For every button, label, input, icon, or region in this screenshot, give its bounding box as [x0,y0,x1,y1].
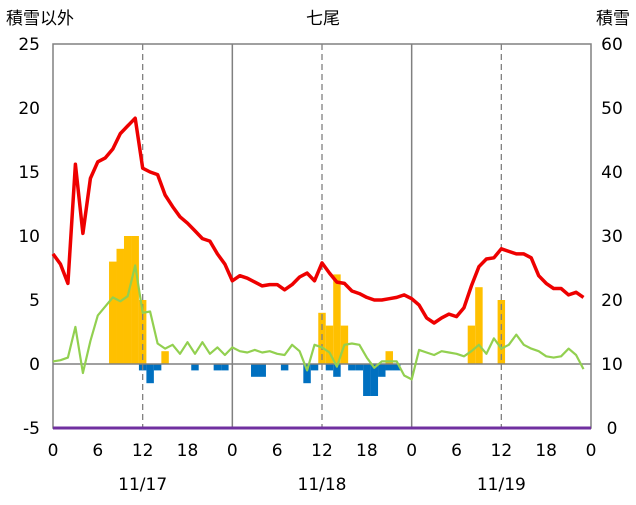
negative-bar [378,364,386,377]
right-tick-label: 0 [607,419,618,439]
negative-bar [333,364,341,377]
right-tick-label: 60 [601,35,623,55]
negative-bar [153,364,162,371]
x-tick-label: 6 [92,441,103,461]
lines-layer [51,116,591,430]
left-tick-label: -5 [23,419,40,439]
negative-bar [325,364,334,371]
green-series-line [52,264,585,381]
x-tick-label: 12 [132,441,154,461]
left-tick-label: 20 [18,99,40,119]
negative-bar [258,364,266,377]
precip-bar [116,248,124,364]
negative-bar [355,364,364,371]
right-tick-label: 10 [601,355,623,375]
negative-bar [146,364,154,384]
precip-bar [497,300,506,364]
precip-bar [475,287,483,364]
negative-bar [251,364,259,377]
left-tick-label: 0 [29,355,40,375]
labels-layer: 七尾 積雪以外 積雪 [6,9,630,29]
negative-bar [221,364,229,371]
right-tick-label: 40 [601,163,623,183]
precip-bar [109,261,117,364]
precip-bar [333,274,341,364]
left-tick-label: 5 [29,291,40,311]
precip-bar [138,300,147,364]
negative-bar [280,364,289,371]
x-tick-label: 18 [535,441,557,461]
negative-bar [310,364,319,371]
x-tick-label: 0 [406,441,417,461]
x-tick-label: 6 [272,441,283,461]
right-tick-label: 30 [601,227,623,247]
negative-bar [370,364,379,396]
date-label: 11/19 [477,475,526,495]
left-tick-label: 10 [18,227,40,247]
precip-bar [325,325,334,364]
precip-bar [123,236,132,364]
left-tick-label: 25 [18,35,40,55]
negative-bar [392,364,401,371]
precip-bar [131,236,139,364]
negative-bar [363,364,371,396]
right-tick-label: 50 [601,99,623,119]
right-tick-label: 20 [601,291,623,311]
left-tick-label: 15 [18,163,40,183]
x-tick-label: 18 [356,441,378,461]
x-tick-label: 12 [491,441,513,461]
precip-bar [467,325,476,364]
negative-bar [213,364,222,371]
chart-title: 七尾 [306,9,340,29]
x-tick-label: 0 [227,441,238,461]
negative-bar [191,364,199,371]
x-tick-label: 6 [451,441,462,461]
x-tick-label: 12 [311,441,333,461]
x-tick-label: 0 [48,441,59,461]
negative-bar [385,364,393,371]
left-axis-label: 積雪以外 [6,9,74,29]
precip-bar [161,351,169,364]
date-label: 11/18 [298,475,347,495]
x-tick-label: 18 [177,441,199,461]
negative-bar [348,364,356,371]
x-tick-label: 0 [586,441,597,461]
negative-bar [303,364,311,384]
date-label: 11/17 [118,475,167,495]
right-axis-label: 積雪 [596,9,630,29]
temperature-line [51,116,585,325]
precip-bar [385,351,393,364]
